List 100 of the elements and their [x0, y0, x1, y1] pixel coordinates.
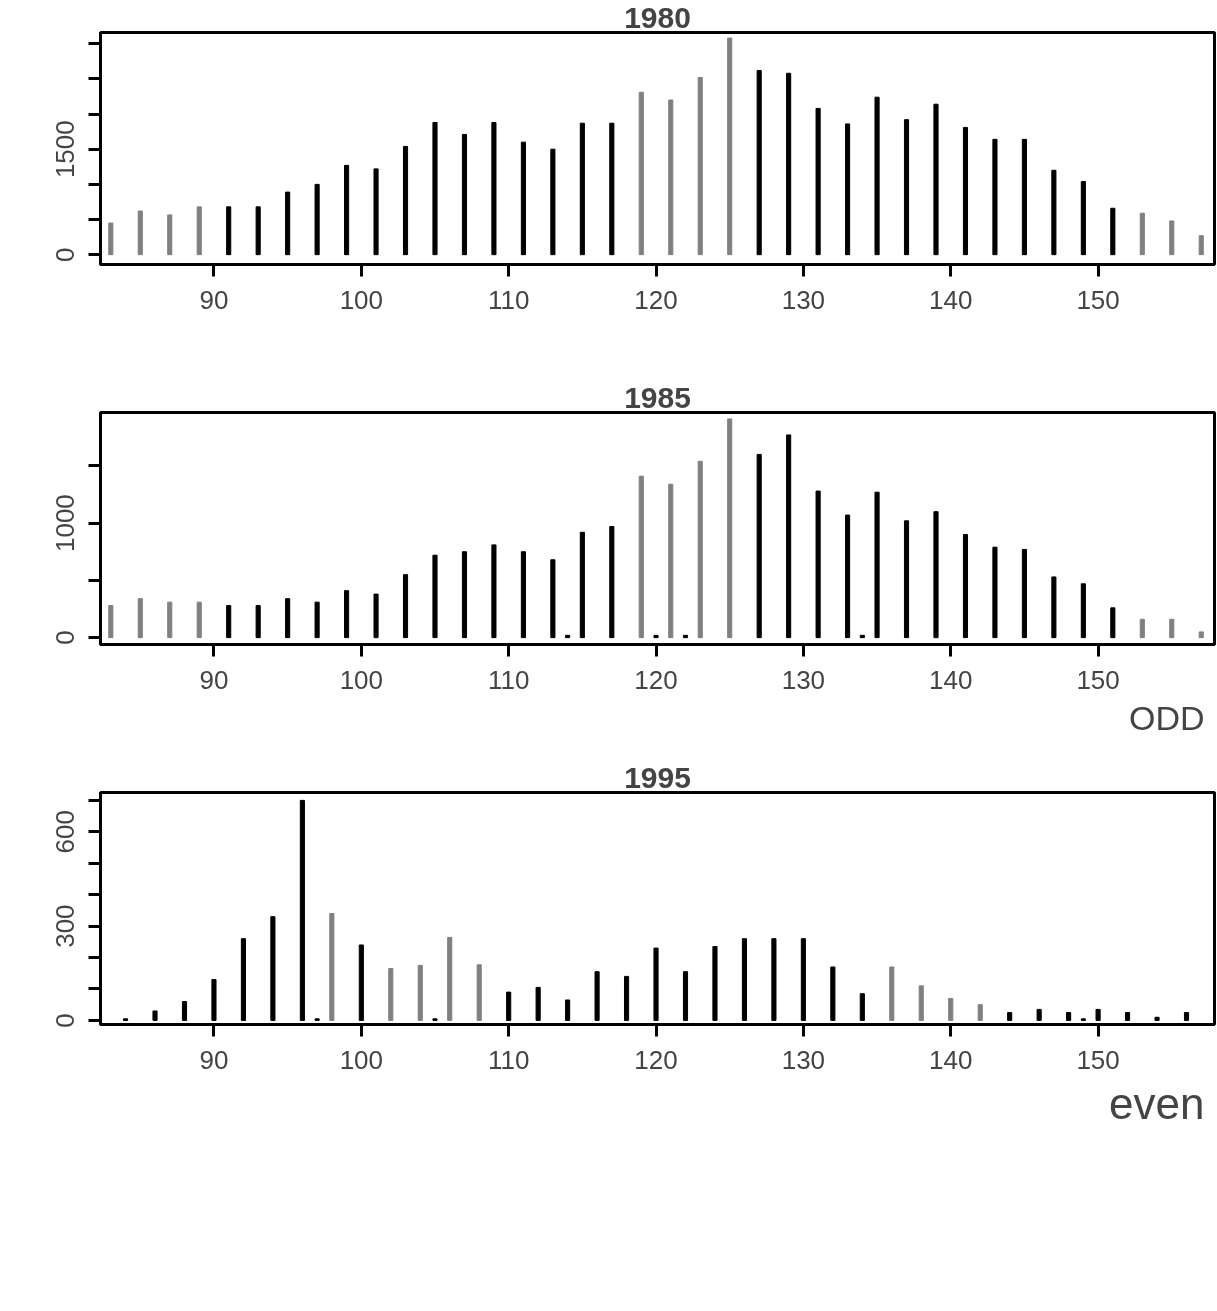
- bar: [933, 103, 939, 256]
- bar: [756, 69, 762, 256]
- y-tick-label: 0: [50, 247, 81, 262]
- bar: [520, 141, 526, 256]
- x-tick-label: 90: [199, 664, 229, 695]
- bar: [211, 979, 217, 1021]
- x-tick-label: 150: [1076, 284, 1120, 315]
- x-tick-label: 100: [339, 1044, 384, 1075]
- bar: [373, 593, 379, 639]
- bar: [402, 574, 409, 639]
- bar: [550, 559, 556, 639]
- chart-title: 1985: [624, 380, 691, 414]
- bar: [137, 210, 143, 256]
- bar: [1095, 1008, 1101, 1021]
- x-tick-label: 110: [487, 664, 530, 695]
- bar: [137, 598, 143, 639]
- bar: [1051, 169, 1057, 256]
- y-tick-label: 300: [50, 904, 81, 948]
- bar: [344, 164, 350, 256]
- bar: [874, 491, 880, 639]
- x-tick-label: 120: [634, 1044, 678, 1075]
- bar: [491, 544, 497, 639]
- x-tick-label: 120: [634, 284, 678, 315]
- bar: [1021, 138, 1027, 256]
- bar: [550, 148, 556, 256]
- x-tick-label: 130: [781, 1044, 826, 1075]
- bar: [962, 534, 969, 639]
- bar: [270, 916, 276, 1021]
- x-tick-label: 90: [199, 1044, 229, 1075]
- x-tick-label: 120: [634, 664, 678, 695]
- bar: [992, 138, 998, 256]
- bar: [594, 971, 600, 1021]
- x-tick-label: 110: [487, 284, 530, 315]
- bar: [417, 964, 423, 1021]
- bar: [741, 938, 747, 1021]
- bar: [609, 526, 615, 639]
- bar: [255, 605, 261, 639]
- bar: [1021, 548, 1027, 639]
- bar: [859, 634, 865, 639]
- bar: [1139, 212, 1145, 256]
- chart-title: 1980: [624, 0, 691, 34]
- bar: [756, 453, 762, 639]
- bar: [167, 601, 173, 639]
- bar: [1183, 1012, 1190, 1021]
- bar: [903, 520, 910, 639]
- bar: [388, 968, 394, 1021]
- bar: [152, 1010, 158, 1021]
- bar: [255, 206, 261, 256]
- bar: [535, 986, 541, 1021]
- x-tick-label: 100: [339, 284, 384, 315]
- bar: [653, 634, 659, 639]
- bar: [1051, 576, 1057, 639]
- bar: [1036, 1008, 1042, 1021]
- x-tick-label: 150: [1076, 1044, 1120, 1075]
- bar: [903, 119, 910, 256]
- bar: [1198, 631, 1204, 639]
- bar: [506, 991, 512, 1021]
- bar: [682, 634, 689, 639]
- bar: [859, 993, 865, 1021]
- x-tick-label: 100: [339, 664, 384, 695]
- bar: [962, 126, 969, 256]
- bar: [329, 913, 335, 1021]
- bar: [447, 936, 453, 1021]
- bar: [432, 554, 438, 639]
- bar: [1169, 220, 1175, 256]
- bar: [226, 206, 232, 256]
- bar: [299, 799, 305, 1021]
- bar: [1110, 207, 1116, 256]
- bar: [167, 214, 173, 256]
- bar: [344, 590, 350, 639]
- bar: [226, 605, 232, 639]
- x-tick-label: 90: [199, 284, 229, 315]
- bar: [682, 971, 689, 1021]
- bar: [712, 946, 718, 1021]
- bar: [668, 483, 674, 639]
- bar: [240, 938, 246, 1021]
- y-tick-label: 0: [50, 1013, 81, 1028]
- bar: [181, 1001, 188, 1021]
- bar: [461, 551, 468, 639]
- bar: [1169, 618, 1175, 639]
- bar: [918, 985, 924, 1021]
- bar: [358, 944, 364, 1021]
- x-tick-label: 130: [781, 664, 826, 695]
- bar: [476, 964, 482, 1021]
- bar: [565, 634, 571, 639]
- bar: [1125, 1012, 1131, 1021]
- bar: [373, 168, 379, 256]
- bar: [889, 966, 895, 1021]
- bar: [609, 122, 615, 256]
- bar: [727, 37, 733, 256]
- bar: [874, 96, 880, 256]
- bar: [977, 1004, 983, 1021]
- bar: [432, 121, 438, 256]
- bar: [196, 601, 202, 639]
- bar: [285, 191, 291, 256]
- bar: [1080, 583, 1086, 639]
- bar: [653, 947, 659, 1021]
- bar: [108, 222, 114, 256]
- x-tick-label: 140: [929, 1044, 973, 1075]
- bar: [402, 145, 409, 256]
